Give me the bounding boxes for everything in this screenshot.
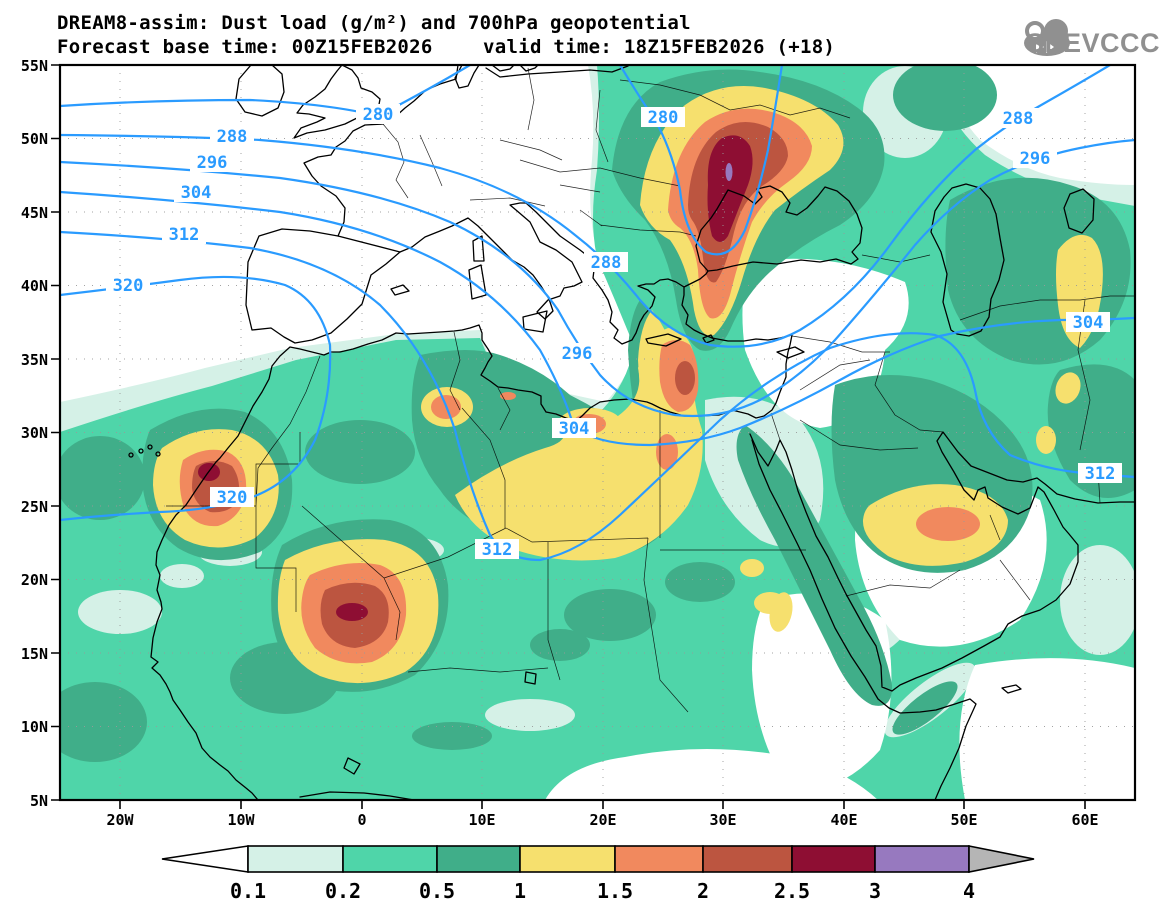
colorbar-tick: 2	[697, 879, 709, 903]
contour-label: 296	[1013, 148, 1057, 169]
lat-label: 35N	[21, 351, 48, 369]
lon-label: 10W	[227, 811, 255, 829]
contour-288	[60, 65, 1112, 348]
geopotential-contour-labels: 280 280 288 288 288 296 296 296 304 304 …	[106, 104, 1122, 560]
lat-label: 50N	[21, 130, 48, 148]
contour-304	[60, 190, 1135, 447]
forecast-base-time: Forecast base time: 00Z15FEB2026	[57, 36, 433, 58]
geopotential-contour-lines	[60, 65, 1135, 562]
colorbar-segment	[874, 845, 970, 873]
svg-text:304: 304	[181, 183, 212, 203]
cloud-icon	[1024, 19, 1070, 56]
lon-label: 40E	[830, 811, 857, 829]
svg-text:288: 288	[1003, 109, 1034, 129]
lon-label: 60E	[1071, 811, 1098, 829]
colorbar-segment	[247, 845, 344, 873]
lon-label: 20W	[106, 811, 134, 829]
colorbar-over-arrow	[968, 845, 1035, 873]
colorbar-segment	[519, 845, 616, 873]
svg-text:312: 312	[482, 540, 513, 560]
contour-label: 288	[210, 126, 254, 147]
contour-label: 304	[552, 418, 596, 439]
latitude-axis: 55N 50N 45N 40N 35N 30N 25N 20N 15N 10N …	[21, 57, 60, 810]
contour-label: 312	[1078, 463, 1122, 484]
contour-label: 320	[210, 487, 254, 508]
logo-text: SEEVCCC	[1026, 28, 1160, 58]
longitude-axis: 20W 10W 0 10E 20E 30E 40E 50E 60E	[106, 800, 1099, 829]
contour-label: 280	[641, 107, 685, 128]
lat-label: 25N	[21, 498, 48, 516]
colorbar-segment	[791, 845, 876, 873]
lat-label: 20N	[21, 571, 48, 589]
colorbar-tick: 4	[963, 879, 975, 903]
contour-label: 280	[356, 104, 400, 125]
dust-load-colorbar: 0.1 0.2 0.5 1 1.5 2 2.5 3 4	[161, 845, 1035, 903]
contour-label: 304	[1066, 312, 1110, 333]
lon-label: 30E	[709, 811, 736, 829]
svg-text:312: 312	[169, 225, 200, 245]
svg-text:280: 280	[648, 108, 679, 128]
svg-text:296: 296	[562, 344, 593, 364]
contour-280-west	[60, 65, 472, 118]
svg-text:304: 304	[559, 419, 590, 439]
svg-text:288: 288	[217, 127, 248, 147]
contour-label: 312	[162, 224, 206, 245]
lat-label: 40N	[21, 277, 48, 295]
lat-label: 5N	[30, 792, 48, 810]
lat-ticks	[51, 64, 60, 801]
country-borders	[166, 67, 1135, 713]
contour-label: 296	[190, 152, 234, 173]
map-plot-area: 280 280 288 288 288 296 296 296 304 304 …	[60, 65, 1135, 800]
svg-text:320: 320	[113, 276, 144, 296]
seevccc-logo: SEEVCCC	[1024, 19, 1160, 58]
lon-ticks	[119, 800, 1086, 809]
dust-region-3plus	[725, 163, 733, 181]
colorbar-tick: 1	[514, 879, 526, 903]
colorbar-tick: 3	[869, 879, 881, 903]
lat-label: 30N	[21, 424, 48, 442]
colorbar-segment	[342, 845, 438, 873]
lon-label: 10E	[468, 811, 495, 829]
contour-296	[60, 138, 1135, 418]
svg-text:296: 296	[1020, 149, 1051, 169]
colorbar-tick: 2.5	[774, 879, 810, 903]
contour-312	[60, 230, 1135, 562]
lat-label: 10N	[21, 718, 48, 736]
contour-label: 312	[475, 539, 519, 560]
dust-load-fill-layers	[60, 65, 1135, 800]
colorbar-tick: 1.5	[597, 879, 633, 903]
svg-text:280: 280	[363, 105, 394, 125]
svg-text:296: 296	[197, 153, 228, 173]
map-titles: DREAM8-assim: Dust load (g/m²) and 700hP…	[57, 12, 835, 58]
contour-label: 320	[106, 275, 150, 296]
svg-text:288: 288	[591, 253, 622, 273]
colorbar-segment	[702, 845, 793, 873]
colorbar-segment	[614, 845, 704, 873]
contour-label: 304	[174, 182, 218, 203]
lon-label: 20E	[589, 811, 616, 829]
colorbar-tick: 0.1	[230, 879, 266, 903]
lat-label: 45N	[21, 204, 48, 222]
svg-text:304: 304	[1073, 313, 1104, 333]
colorbar-under-arrow	[161, 845, 249, 873]
contour-label: 288	[584, 252, 628, 273]
valid-time: valid time: 18Z15FEB2026 (+18)	[483, 36, 835, 58]
contour-label: 296	[555, 343, 599, 364]
lat-label: 15N	[21, 645, 48, 663]
svg-text:320: 320	[217, 488, 248, 508]
colorbar-tick: 0.2	[325, 879, 361, 903]
colorbar-segment	[436, 845, 521, 873]
colorbar-tick: 0.5	[419, 879, 455, 903]
lon-label: 50E	[950, 811, 977, 829]
page-title: DREAM8-assim: Dust load (g/m²) and 700hP…	[57, 12, 691, 34]
lon-label: 0	[357, 811, 366, 829]
contour-320	[60, 275, 332, 522]
lat-label: 55N	[21, 57, 48, 75]
svg-text:312: 312	[1085, 464, 1116, 484]
contour-label: 288	[996, 108, 1040, 129]
